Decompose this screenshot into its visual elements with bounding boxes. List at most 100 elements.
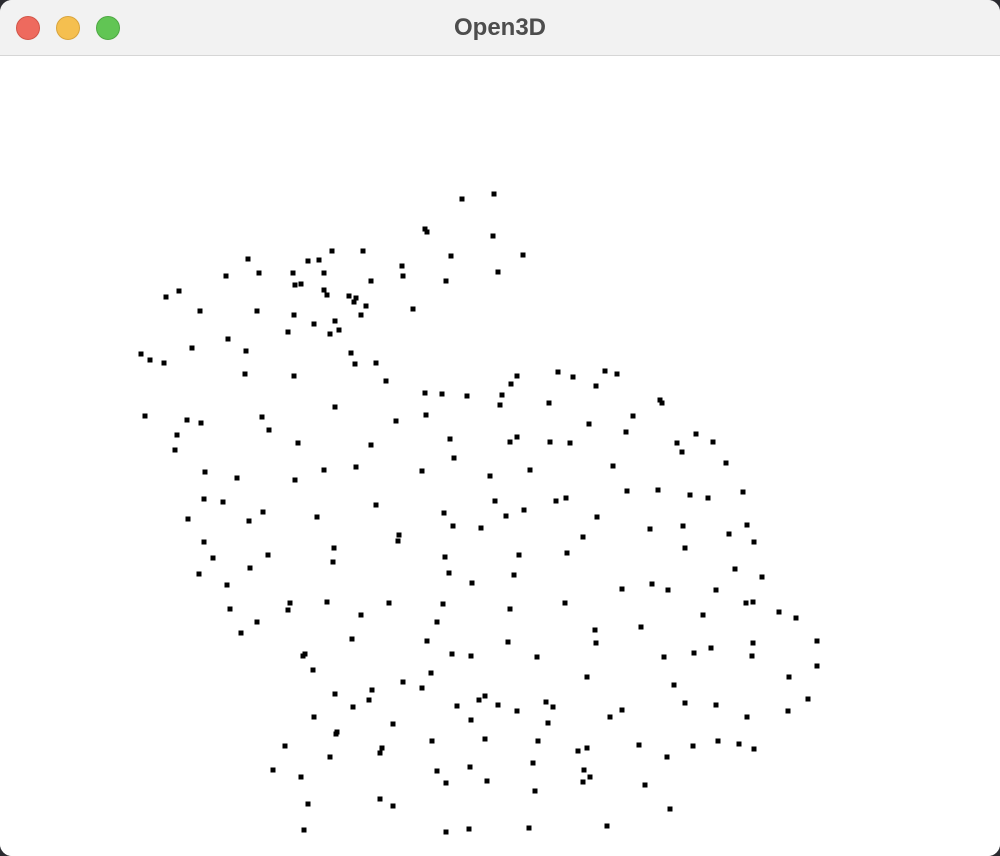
point bbox=[447, 436, 453, 442]
point bbox=[243, 348, 249, 354]
point bbox=[358, 312, 364, 318]
point bbox=[592, 627, 598, 633]
point bbox=[636, 742, 642, 748]
point bbox=[291, 373, 297, 379]
point bbox=[174, 432, 180, 438]
point bbox=[419, 468, 425, 474]
point bbox=[386, 600, 392, 606]
minimize-button[interactable] bbox=[56, 16, 80, 40]
point bbox=[814, 638, 820, 644]
point bbox=[349, 636, 355, 642]
point bbox=[358, 612, 364, 618]
point bbox=[514, 708, 520, 714]
point bbox=[300, 653, 306, 659]
point bbox=[786, 674, 792, 680]
3d-viewport[interactable] bbox=[0, 56, 1000, 856]
point bbox=[587, 774, 593, 780]
point bbox=[321, 467, 327, 473]
point bbox=[197, 308, 203, 314]
point bbox=[450, 523, 456, 529]
point bbox=[434, 619, 440, 625]
point bbox=[424, 638, 430, 644]
point bbox=[482, 736, 488, 742]
point bbox=[647, 526, 653, 532]
point bbox=[270, 767, 276, 773]
point bbox=[713, 702, 719, 708]
point bbox=[287, 600, 293, 606]
point bbox=[360, 248, 366, 254]
point bbox=[607, 714, 613, 720]
window-title: Open3D bbox=[453, 14, 546, 41]
point bbox=[291, 312, 297, 318]
point bbox=[659, 400, 665, 406]
point bbox=[393, 418, 399, 424]
point bbox=[247, 565, 253, 571]
point bbox=[400, 273, 406, 279]
point bbox=[305, 258, 311, 264]
point bbox=[744, 522, 750, 528]
point bbox=[487, 473, 493, 479]
point bbox=[705, 495, 711, 501]
point bbox=[505, 639, 511, 645]
point bbox=[324, 599, 330, 605]
point bbox=[311, 714, 317, 720]
point bbox=[710, 439, 716, 445]
point bbox=[172, 447, 178, 453]
point bbox=[443, 829, 449, 835]
point bbox=[520, 252, 526, 258]
point bbox=[723, 460, 729, 466]
point bbox=[423, 412, 429, 418]
point bbox=[674, 440, 680, 446]
point bbox=[346, 293, 352, 299]
point bbox=[442, 554, 448, 560]
point bbox=[814, 663, 820, 669]
point bbox=[285, 329, 291, 335]
point bbox=[492, 498, 498, 504]
point bbox=[441, 510, 447, 516]
point bbox=[383, 378, 389, 384]
point bbox=[410, 306, 416, 312]
point bbox=[468, 717, 474, 723]
point bbox=[332, 318, 338, 324]
point bbox=[184, 417, 190, 423]
point bbox=[693, 431, 699, 437]
point bbox=[469, 580, 475, 586]
point bbox=[260, 509, 266, 515]
point bbox=[478, 525, 484, 531]
point bbox=[419, 685, 425, 691]
point bbox=[521, 507, 527, 513]
point bbox=[614, 371, 620, 377]
title-bar[interactable]: Open3D bbox=[0, 0, 1000, 56]
point bbox=[373, 502, 379, 508]
point bbox=[350, 704, 356, 710]
point bbox=[311, 321, 317, 327]
point bbox=[570, 374, 576, 380]
point bbox=[336, 327, 342, 333]
point bbox=[526, 825, 532, 831]
point bbox=[507, 439, 513, 445]
point bbox=[530, 760, 536, 766]
point bbox=[679, 449, 685, 455]
point bbox=[664, 754, 670, 760]
point bbox=[399, 263, 405, 269]
point bbox=[535, 738, 541, 744]
point bbox=[448, 253, 454, 259]
point bbox=[593, 640, 599, 646]
point bbox=[353, 464, 359, 470]
point bbox=[327, 754, 333, 760]
point bbox=[220, 499, 226, 505]
point bbox=[562, 600, 568, 606]
zoom-button[interactable] bbox=[96, 16, 120, 40]
point bbox=[163, 294, 169, 300]
point bbox=[751, 746, 757, 752]
point bbox=[333, 731, 339, 737]
point bbox=[805, 696, 811, 702]
point bbox=[332, 691, 338, 697]
point bbox=[514, 373, 520, 379]
point bbox=[440, 601, 446, 607]
close-button[interactable] bbox=[16, 16, 40, 40]
point bbox=[655, 487, 661, 493]
point bbox=[439, 391, 445, 397]
point bbox=[667, 806, 673, 812]
